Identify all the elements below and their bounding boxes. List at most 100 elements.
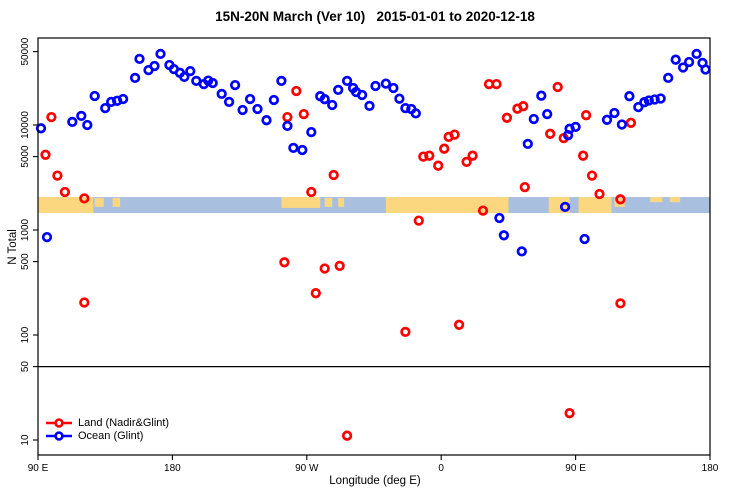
- data-point-ocean: [306, 126, 317, 138]
- plot-border: [37, 37, 711, 456]
- data-point-ocean: [276, 75, 287, 87]
- data-point-ocean: [117, 93, 129, 105]
- data-point-land: [477, 205, 489, 216]
- data-point-ocean: [129, 72, 141, 84]
- data-point-ocean: [76, 110, 87, 122]
- data-point-land: [615, 194, 626, 205]
- map-band-land-segment: [578, 197, 612, 214]
- data-point-land: [586, 170, 598, 181]
- data-point-ocean: [67, 116, 78, 128]
- data-point-land: [424, 150, 435, 161]
- data-point-ocean: [522, 138, 533, 150]
- y-tick-label: 10: [20, 434, 31, 446]
- map-band-land-segment: [38, 197, 94, 214]
- data-point-ocean: [35, 123, 47, 134]
- data-point-ocean: [207, 77, 218, 89]
- data-point-ocean: [677, 62, 689, 73]
- data-point-ocean: [288, 142, 299, 154]
- data-point-ocean: [601, 114, 613, 125]
- data-point-ocean: [542, 108, 553, 120]
- map-band-land-segment: [324, 198, 333, 207]
- data-point-ocean: [663, 72, 674, 84]
- data-point-land: [291, 85, 302, 97]
- data-point-ocean: [655, 93, 666, 104]
- data-point-land: [491, 78, 502, 90]
- data-point-ocean: [394, 93, 405, 104]
- data-point-ocean: [106, 96, 117, 108]
- data-point-ocean: [41, 231, 53, 243]
- data-point-ocean: [82, 119, 93, 131]
- chart-title: 15N-20N March (Ver 10) 2015-01-01 to 202…: [215, 9, 535, 24]
- data-point-ocean: [516, 246, 527, 257]
- y-tick-label: 500: [20, 253, 31, 270]
- data-point-ocean: [536, 90, 547, 101]
- data-point-land: [418, 151, 429, 162]
- data-point-ocean: [282, 120, 293, 132]
- x-tick-label: 90 E: [565, 463, 586, 474]
- x-tick-label: 180: [164, 463, 181, 474]
- data-point-ocean: [364, 100, 375, 112]
- data-point-ocean: [229, 79, 241, 91]
- data-point-ocean: [134, 53, 145, 65]
- y-tick-label: 50000: [20, 37, 31, 65]
- data-point-ocean: [89, 90, 100, 102]
- data-point-ocean: [327, 99, 338, 111]
- data-point-ocean: [494, 212, 505, 224]
- data-point-land: [298, 108, 309, 120]
- data-point-land: [625, 117, 637, 128]
- data-point-land: [433, 160, 444, 171]
- map-band-land-segment: [650, 197, 663, 203]
- data-point-ocean: [559, 201, 571, 213]
- data-point-ocean: [670, 54, 681, 65]
- data-point-ocean: [633, 101, 644, 113]
- data-point-land: [580, 110, 592, 121]
- x-tick-label: 180: [702, 463, 719, 474]
- y-tick-label: 10000: [20, 111, 31, 139]
- x-axis-label: Longitude (deg E): [329, 475, 421, 487]
- map-band-land-segment: [548, 197, 570, 214]
- data-point-land: [594, 188, 605, 200]
- data-point-ocean: [570, 121, 581, 133]
- data-point-land: [400, 326, 411, 338]
- y-tick-label: 1000: [20, 218, 31, 241]
- data-point-land: [501, 112, 513, 123]
- data-point-ocean: [683, 56, 695, 68]
- data-point-ocean: [261, 115, 272, 126]
- data-point-land: [519, 181, 530, 193]
- data-point-land: [306, 186, 317, 198]
- data-point-ocean: [649, 94, 660, 105]
- map-band-land-segment: [669, 197, 681, 203]
- x-tick-label: 90 E: [28, 463, 49, 474]
- data-point-ocean: [400, 102, 411, 114]
- data-point-ocean: [179, 71, 190, 83]
- data-point-land: [52, 170, 63, 181]
- data-point-ocean: [410, 108, 421, 119]
- data-point-land: [59, 186, 71, 198]
- data-point-ocean: [252, 103, 263, 115]
- data-point-land: [334, 260, 345, 272]
- data-point-ocean: [333, 84, 344, 96]
- data-point-ocean: [380, 78, 392, 89]
- data-point-ocean: [185, 65, 196, 77]
- data-point-land: [564, 408, 575, 419]
- data-point-ocean: [297, 144, 308, 156]
- map-band-land-segment: [385, 197, 509, 214]
- data-point-ocean: [223, 96, 235, 108]
- data-point-ocean: [624, 91, 635, 102]
- data-point-land: [552, 81, 563, 93]
- ocean-marker-icon: [46, 430, 72, 441]
- data-point-land: [577, 150, 589, 161]
- data-point-ocean: [237, 104, 248, 116]
- data-point-land: [46, 111, 57, 123]
- legend-label-land: Land (Nadir&Glint): [78, 416, 170, 429]
- data-point-land: [449, 129, 460, 140]
- data-point-ocean: [528, 113, 539, 125]
- data-point-ocean: [244, 93, 256, 105]
- legend-item-land: Land (Nadir&Glint): [46, 416, 169, 429]
- data-point-land: [545, 128, 556, 139]
- data-point-ocean: [498, 230, 510, 241]
- data-point-ocean: [341, 75, 353, 87]
- map-band-land-segment: [338, 198, 345, 207]
